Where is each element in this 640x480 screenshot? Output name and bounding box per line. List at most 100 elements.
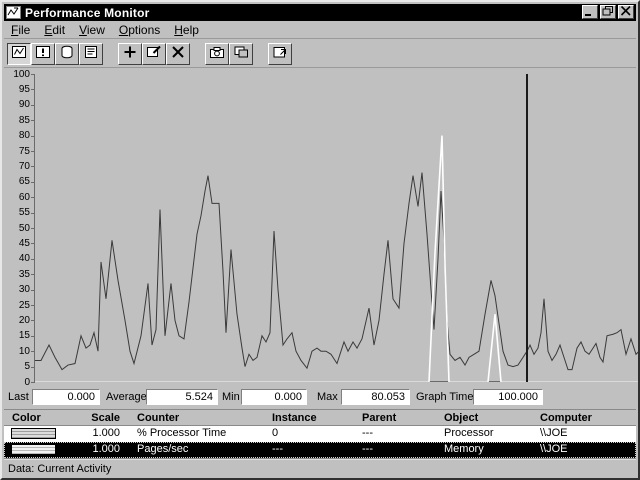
y-tick-label: 45 <box>18 237 30 249</box>
minimize-icon <box>582 4 598 21</box>
legend-cell-counter: Pages/sec <box>137 443 189 455</box>
max-label: Max <box>317 391 338 403</box>
y-tick-mark <box>31 258 35 260</box>
report-icon <box>83 45 99 62</box>
y-tick-label: 35 <box>18 268 30 280</box>
menu-help[interactable]: Help <box>174 22 199 37</box>
menu-bar: File Edit View Options Help <box>4 21 636 39</box>
y-tick-label: 5 <box>24 361 30 373</box>
y-tick-label: 0 <box>24 376 30 388</box>
title-bar[interactable]: Performance Monitor <box>4 4 636 21</box>
add-counter-button[interactable] <box>118 42 142 65</box>
chart-plot[interactable] <box>31 74 638 383</box>
last-value: 0.000 <box>32 389 100 405</box>
legend-cell-object: Processor <box>444 427 494 439</box>
y-tick-label: 70 <box>18 160 30 172</box>
y-tick-mark <box>31 135 35 137</box>
legend-header-object[interactable]: Object <box>444 412 479 424</box>
y-tick-mark <box>31 89 35 91</box>
y-tick-label: 10 <box>18 345 30 357</box>
camera-icon <box>209 45 225 62</box>
y-tick-label: 30 <box>18 284 30 296</box>
last-label: Last <box>8 391 29 403</box>
edit-pencil-icon <box>146 45 162 62</box>
chart-icon <box>11 45 27 62</box>
y-tick-mark <box>31 151 35 152</box>
graph-time-label: Graph Time <box>416 391 474 403</box>
y-tick-mark <box>31 366 35 368</box>
y-tick-label: 25 <box>18 299 30 311</box>
app-icon <box>6 6 21 19</box>
toolbar <box>4 40 636 68</box>
legend-cell-instance: --- <box>272 443 283 455</box>
min-label: Min <box>222 391 240 403</box>
y-tick-label: 55 <box>18 207 30 219</box>
options-button[interactable] <box>268 42 292 65</box>
restore-button[interactable] <box>600 5 616 19</box>
options-icon <box>272 45 288 62</box>
legend-header-parent[interactable]: Parent <box>362 412 397 424</box>
restore-icon <box>600 4 616 21</box>
plus-icon <box>122 45 138 62</box>
y-tick-mark <box>31 120 35 122</box>
y-tick-mark <box>31 197 35 199</box>
y-tick-mark <box>31 74 35 75</box>
legend-header-counter[interactable]: Counter <box>137 412 180 424</box>
delete-selected-button[interactable] <box>166 42 190 65</box>
chart-area: 100 95 90 85 80 75 70 65 60 55 50 45 40 35 30 25 20 15 10 5… <box>4 68 638 388</box>
min-value: 0.000 <box>241 389 307 405</box>
legend-header-computer[interactable]: Computer <box>540 412 592 424</box>
legend-cell-parent: --- <box>362 427 373 439</box>
y-tick-label: 100 <box>13 68 30 80</box>
view-alert-button[interactable] <box>31 42 55 65</box>
y-tick-mark <box>31 228 35 229</box>
y-tick-label: 50 <box>18 222 30 234</box>
y-tick-mark <box>31 104 35 106</box>
graph-time-value: 100.000 <box>473 389 543 405</box>
place-commented-bookmark-button[interactable] <box>229 42 253 65</box>
log-cylinder-icon <box>59 45 75 62</box>
value-bar: Last 0.000 Average 5.524 Min 0.000 Max 80.053 Gr… <box>4 387 636 408</box>
alert-icon <box>35 45 51 62</box>
legend-cell-computer: \\JOE <box>540 427 568 439</box>
y-tick-label: 15 <box>18 330 30 342</box>
y-tick-mark <box>31 382 35 383</box>
legend-header-instance[interactable]: Instance <box>272 412 317 424</box>
window-title: Performance Monitor <box>25 5 150 20</box>
view-log-button[interactable] <box>55 42 79 65</box>
y-tick-label: 75 <box>18 145 30 157</box>
average-label: Average <box>106 391 147 403</box>
menu-file[interactable]: File <box>11 22 31 37</box>
y-tick-mark <box>31 351 35 353</box>
legend-header-color[interactable]: Color <box>12 412 41 424</box>
legend-cell-parent: --- <box>362 443 373 455</box>
legend-header: Color Scale Counter Instance Parent Object Com… <box>4 409 636 426</box>
view-report-button[interactable] <box>79 42 103 65</box>
y-tick-label: 40 <box>18 253 30 265</box>
close-button[interactable] <box>618 5 634 19</box>
legend-row-processor-time[interactable]: 1.000 % Processor Time 0 --- Processor \\JOE <box>4 426 636 442</box>
menu-view[interactable]: View <box>79 22 105 37</box>
minimize-button[interactable] <box>582 5 598 19</box>
legend-header-scale[interactable]: Scale <box>91 412 120 424</box>
legend-row-pages-per-sec[interactable]: 1.000 Pages/sec --- --- Memory \\JOE <box>4 442 636 458</box>
series-pages-per-sec <box>35 135 638 382</box>
menu-options[interactable]: Options <box>118 22 161 37</box>
view-chart-button[interactable] <box>7 42 31 65</box>
counter-color-swatch <box>11 428 56 439</box>
y-tick-mark <box>31 320 35 322</box>
series-processor-time <box>35 172 638 371</box>
max-value: 80.053 <box>341 389 410 405</box>
chart-lines <box>35 74 638 382</box>
y-tick-mark <box>31 166 35 168</box>
y-tick-mark <box>31 305 35 306</box>
y-tick-mark <box>31 212 35 214</box>
y-tick-label: 80 <box>18 130 30 142</box>
windows-icon <box>233 45 249 62</box>
menu-edit[interactable]: Edit <box>44 22 66 37</box>
y-tick-mark <box>31 181 35 183</box>
modify-selected-button[interactable] <box>142 42 166 65</box>
legend-cell-computer: \\JOE <box>540 443 568 455</box>
update-counter-data-button[interactable] <box>205 42 229 65</box>
